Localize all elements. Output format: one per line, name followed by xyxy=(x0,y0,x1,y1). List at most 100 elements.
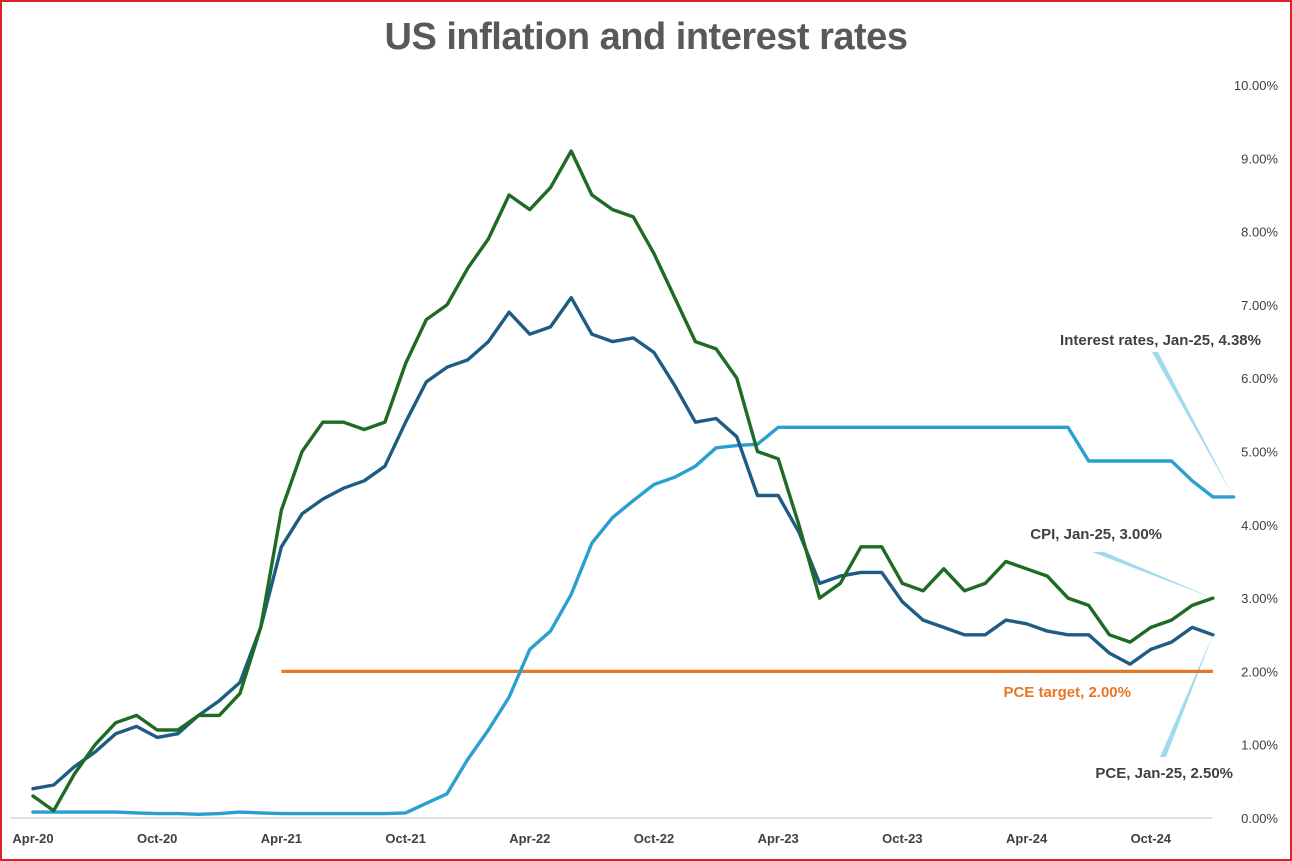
rates-point xyxy=(715,447,717,449)
rates-point xyxy=(280,812,283,815)
pce-point xyxy=(466,359,469,361)
rates-point xyxy=(839,426,842,429)
rates-point xyxy=(1067,426,1069,429)
rates-point xyxy=(259,812,262,814)
rates-point xyxy=(632,499,635,502)
cpi-point xyxy=(1150,626,1152,629)
rates-point xyxy=(860,426,862,429)
cpi-point xyxy=(1046,575,1049,577)
rates-point xyxy=(1129,460,1131,462)
rates-point xyxy=(694,465,697,467)
cpi-point xyxy=(508,194,510,196)
cpi-point xyxy=(529,208,531,211)
rates-point xyxy=(943,426,945,429)
rates-point xyxy=(466,758,469,761)
cpi-point xyxy=(1170,619,1173,621)
rates-point xyxy=(549,630,552,632)
pce-point xyxy=(653,351,655,354)
cpi-point xyxy=(156,729,158,731)
pce-point xyxy=(943,626,945,629)
pce-point xyxy=(736,436,738,438)
rates-point xyxy=(922,426,924,429)
pce-point xyxy=(1087,633,1090,636)
cpi-point xyxy=(1108,633,1111,636)
cpi-point xyxy=(673,296,676,299)
rates-point xyxy=(135,812,138,814)
cpi-point xyxy=(259,626,262,629)
rates-point xyxy=(529,648,531,651)
cpi-point xyxy=(239,692,241,695)
pce-point xyxy=(1150,648,1152,651)
pce-point xyxy=(280,545,283,548)
pce-point xyxy=(239,681,241,684)
pce-leader xyxy=(1160,634,1213,757)
rates-point xyxy=(1025,426,1028,429)
pce-annotation: PCE, Jan-25, 2.50% xyxy=(1095,765,1233,782)
x-tick-label: Apr-22 xyxy=(509,831,550,846)
rates-point xyxy=(673,476,676,478)
rates-point xyxy=(591,542,593,544)
rates-annotation: Interest rates, Jan-25, 4.38% xyxy=(1060,332,1261,349)
cpi-point xyxy=(94,743,96,746)
rates-point xyxy=(777,426,779,429)
x-axis: Apr-20 Oct-20 Apr-21 Oct-21 Apr-22 Oct-22 Apr-… xyxy=(10,817,1212,846)
rates-point xyxy=(1232,496,1235,498)
pce-point xyxy=(322,498,324,500)
pce-point xyxy=(1212,633,1214,636)
y-tick-label: 2.00% xyxy=(1241,664,1278,679)
cpi-leader xyxy=(1092,552,1213,599)
pce-point xyxy=(756,494,759,497)
pce-point xyxy=(611,340,614,343)
cpi-point xyxy=(404,362,407,365)
rates-point xyxy=(1046,426,1049,429)
rates-point xyxy=(115,811,117,813)
plot-area xyxy=(31,149,1236,816)
pce-point xyxy=(1129,663,1131,665)
cpi-point xyxy=(135,714,138,717)
y-tick-label: 9.00% xyxy=(1241,151,1278,166)
pce-point xyxy=(777,494,779,497)
x-tick-label: Oct-22 xyxy=(634,831,674,846)
rates-point xyxy=(736,444,738,447)
x-tick-label: Apr-21 xyxy=(261,831,302,846)
pce-point xyxy=(384,465,386,467)
pce-point xyxy=(404,421,407,423)
cpi-point xyxy=(736,377,738,380)
annotations: Interest rates, Jan-25, 4.38% CPI, Jan-25… xyxy=(1003,332,1261,782)
cpi-point xyxy=(1129,641,1131,643)
rates-point xyxy=(1108,460,1111,462)
x-tick-label: Oct-24 xyxy=(1131,831,1172,846)
target-annotation: PCE target, 2.00% xyxy=(1003,684,1131,701)
pce-point xyxy=(673,384,676,387)
pce-point xyxy=(632,337,635,339)
pce-point xyxy=(135,725,138,728)
cpi-point xyxy=(342,421,345,423)
pce-point xyxy=(570,296,572,299)
pce-point xyxy=(1067,633,1069,636)
cpi-point xyxy=(549,186,552,189)
rates-point xyxy=(880,426,883,429)
cpi-point xyxy=(963,589,966,592)
pce-point xyxy=(694,421,697,423)
rates-point xyxy=(177,812,179,815)
pce-point xyxy=(487,340,490,343)
pce-point xyxy=(984,633,986,636)
chart-title: US inflation and interest rates xyxy=(384,16,908,58)
rates-point xyxy=(1170,460,1173,462)
rates-point xyxy=(1087,460,1090,462)
pce-point xyxy=(177,732,179,735)
rates-point xyxy=(32,811,34,813)
rates-point xyxy=(425,802,428,805)
pce-point xyxy=(1025,622,1028,625)
pce-point xyxy=(115,732,117,735)
pce-point xyxy=(839,575,842,577)
pce-point xyxy=(1170,641,1173,643)
y-tick-label: 10.00% xyxy=(1234,78,1279,93)
cpi-point xyxy=(1212,597,1214,599)
rates-point xyxy=(446,793,448,795)
y-tick-label: 4.00% xyxy=(1241,518,1278,533)
rates-point xyxy=(984,426,986,429)
cpi-point xyxy=(1025,567,1028,570)
